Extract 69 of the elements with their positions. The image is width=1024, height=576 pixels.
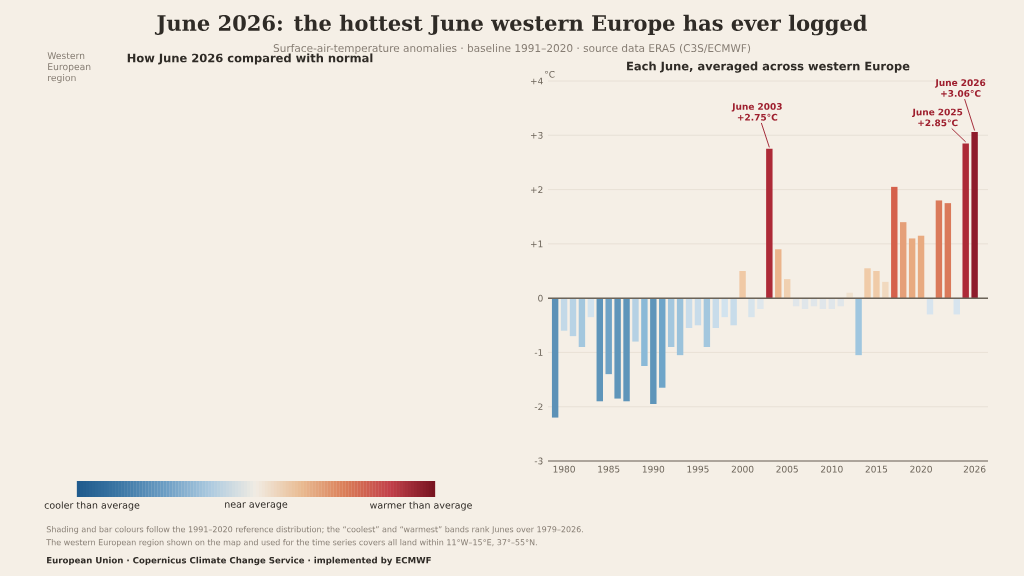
bar xyxy=(694,298,702,326)
bar xyxy=(775,249,782,299)
x-tick-label: 2005 xyxy=(776,465,798,473)
bar xyxy=(623,298,630,402)
bar xyxy=(757,298,764,309)
bar xyxy=(766,148,773,299)
bar xyxy=(712,298,720,328)
y-tick-label: +1 xyxy=(530,240,543,248)
text: Surface-air-temperature anomalies · baseline 1991–2020 · source data ERA5 (C3S/ECMWF) xyxy=(273,43,751,55)
bar xyxy=(641,298,648,366)
text: Shading and bar colours follow the 1991–2020 reference distribution; the “coolest” and “warmest” bands rank Junes over 1979–2026. xyxy=(46,526,583,534)
y-tick-label: -3 xyxy=(534,457,543,465)
bar xyxy=(882,281,889,299)
bar xyxy=(596,298,603,402)
bar xyxy=(908,238,916,299)
y-tick-label: +3 xyxy=(530,131,543,139)
y-tick-label: +4 xyxy=(530,77,543,85)
bar xyxy=(659,298,666,388)
bar xyxy=(703,298,711,347)
y-tick-label: +2 xyxy=(530,186,543,193)
y-tick-label: -1 xyxy=(534,349,543,356)
bar xyxy=(917,235,925,299)
bar xyxy=(730,298,737,326)
annotation: June 2025 +2.85°C xyxy=(912,108,963,127)
bar xyxy=(900,222,907,299)
y-tick-label: 0 xyxy=(538,294,543,302)
text: Western European region xyxy=(47,52,91,83)
x-tick-label: 1990 xyxy=(642,465,665,473)
x-tick-label: 1985 xyxy=(598,465,620,473)
bar xyxy=(632,298,639,342)
bar xyxy=(569,298,577,337)
bar xyxy=(560,298,568,331)
x-tick-label: 2015 xyxy=(865,465,888,473)
bar xyxy=(650,298,657,404)
bar xyxy=(864,268,871,299)
x-tick-label: 2010 xyxy=(821,465,843,473)
y-axis-title: °C xyxy=(545,70,555,78)
x-tick-label: 2000 xyxy=(731,465,754,473)
bar xyxy=(578,298,586,347)
annotation: June 2003 +2.75°C xyxy=(731,103,782,121)
bar xyxy=(614,298,621,399)
y-tick-label: -2 xyxy=(534,403,543,411)
bar xyxy=(891,186,898,299)
bar xyxy=(551,298,559,418)
bar xyxy=(748,298,755,318)
chart-title: Each June, averaged across western Europe xyxy=(627,61,910,73)
text: June 2026: the hottest June western Europe has ever logged xyxy=(154,14,867,36)
bar xyxy=(873,271,880,299)
x-tick-label: 2026 xyxy=(963,465,986,473)
bar xyxy=(855,298,862,356)
bar xyxy=(971,132,978,299)
bar xyxy=(962,143,969,299)
x-tick-label: 2020 xyxy=(910,465,932,473)
bar xyxy=(739,271,746,299)
annotation: June 2026 +3.06°C xyxy=(934,79,986,97)
text: near average xyxy=(225,502,288,510)
bar xyxy=(944,203,952,299)
bar xyxy=(935,200,943,299)
text: warmer than average xyxy=(370,501,472,511)
x-tick-label: 1980 xyxy=(553,465,575,473)
text: How June 2026 compared with normal xyxy=(127,53,373,65)
x-tick-label: 1995 xyxy=(687,465,709,473)
bar xyxy=(667,298,675,347)
text: cooler than average xyxy=(44,501,140,511)
bar xyxy=(685,298,693,328)
text: European Union · Copernicus Climate Change Service · implemented by ECMWF xyxy=(47,556,431,566)
bar xyxy=(605,298,612,375)
text: The western European region shown on the map and used for the time series covers all land within 11°W–15°E, 37°–55°N. xyxy=(46,539,537,547)
bar xyxy=(676,298,684,356)
